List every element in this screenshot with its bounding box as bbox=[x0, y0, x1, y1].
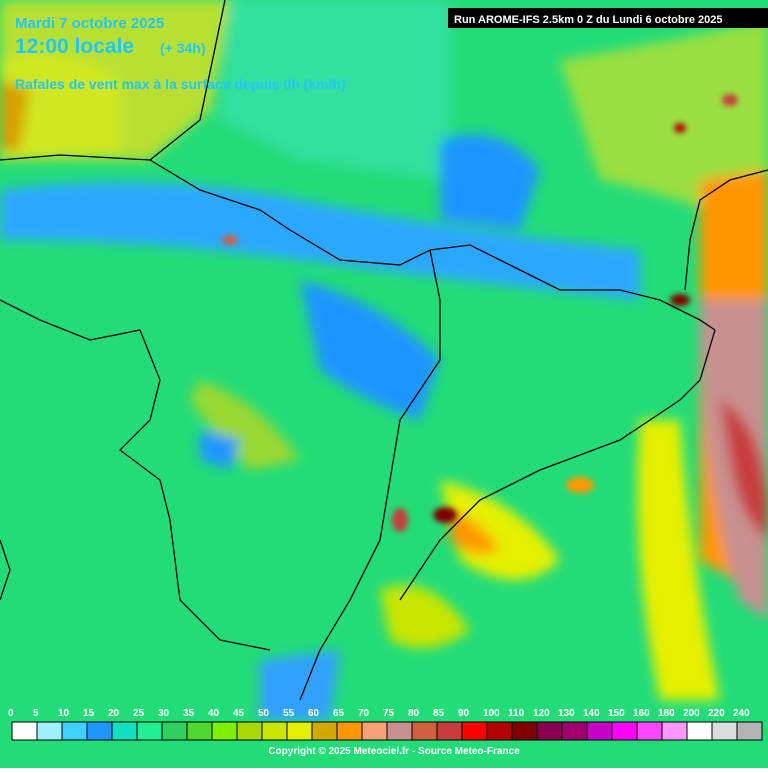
legend-swatch bbox=[61, 721, 88, 741]
legend-swatch bbox=[211, 721, 238, 741]
legend-swatch bbox=[636, 721, 663, 741]
legend-swatch bbox=[411, 721, 438, 741]
legend-swatch bbox=[736, 721, 763, 741]
legend-label: 15 bbox=[83, 708, 95, 719]
legend-swatch bbox=[286, 721, 313, 741]
legend-label: 20 bbox=[108, 708, 120, 719]
legend-label: 30 bbox=[158, 708, 170, 719]
legend-swatch bbox=[436, 721, 463, 741]
legend-label: 10 bbox=[58, 708, 70, 719]
legend-swatch bbox=[586, 721, 613, 741]
legend-swatch bbox=[461, 721, 488, 741]
legend-swatch bbox=[336, 721, 363, 741]
legend-label: 160 bbox=[633, 708, 650, 719]
map-title: Rafales de vent max à la surface depuis … bbox=[15, 76, 346, 92]
run-info: Run AROME-IFS 2.5km 0 Z du Lundi 6 octob… bbox=[454, 14, 723, 26]
forecast-time: 12:00 locale bbox=[15, 35, 134, 58]
legend-label: 240 bbox=[733, 708, 750, 719]
legend-label: 140 bbox=[583, 708, 600, 719]
legend-label: 25 bbox=[133, 708, 145, 719]
legend-swatch bbox=[236, 721, 263, 741]
run-banner bbox=[448, 8, 768, 28]
legend-label: 100 bbox=[483, 708, 500, 719]
legend-swatch bbox=[711, 721, 738, 741]
legend-swatch bbox=[11, 721, 38, 741]
legend-swatch bbox=[161, 721, 188, 741]
borders bbox=[0, 0, 768, 701]
legend-swatch bbox=[511, 721, 538, 741]
legend-swatch bbox=[686, 721, 713, 741]
copyright: Copyright © 2025 Meteociel.fr - Source M… bbox=[268, 746, 520, 757]
legend-label: 220 bbox=[708, 708, 725, 719]
legend-label: 110 bbox=[508, 708, 525, 719]
legend-swatch bbox=[661, 721, 688, 741]
wind-field bbox=[0, 0, 768, 720]
legend-label: 60 bbox=[308, 708, 320, 719]
legend-swatch bbox=[311, 721, 338, 741]
legend-label: 90 bbox=[458, 708, 470, 719]
legend-swatch bbox=[361, 721, 388, 741]
legend-label: 35 bbox=[183, 708, 195, 719]
forecast-date: Mardi 7 octobre 2025 bbox=[15, 15, 164, 32]
legend-label: 85 bbox=[433, 708, 445, 719]
legend-swatch bbox=[536, 721, 563, 741]
legend-label: 120 bbox=[533, 708, 550, 719]
legend-label: 0 bbox=[8, 708, 14, 719]
legend-swatch bbox=[261, 721, 288, 741]
legend-swatch bbox=[611, 721, 638, 741]
legend-label: 50 bbox=[258, 708, 270, 719]
legend-label: 200 bbox=[683, 708, 700, 719]
legend-swatch bbox=[136, 721, 163, 741]
legend: 0 5 10 15 20 25 30 35 40 45 50 55 60 65 70 75 80 85 90 100 1… bbox=[8, 708, 763, 741]
forecast-lead: (+ 34h) bbox=[160, 40, 206, 56]
legend-swatch bbox=[561, 721, 588, 741]
legend-label: 130 bbox=[558, 708, 575, 719]
legend-swatch bbox=[486, 721, 513, 741]
legend-label: 80 bbox=[408, 708, 420, 719]
legend-swatch bbox=[111, 721, 138, 741]
legend-swatch bbox=[86, 721, 113, 741]
legend-label: 65 bbox=[333, 708, 345, 719]
legend-label: 55 bbox=[283, 708, 295, 719]
legend-label: 180 bbox=[658, 708, 675, 719]
legend-label: 5 bbox=[33, 708, 39, 719]
legend-swatch bbox=[36, 721, 63, 741]
legend-label: 45 bbox=[233, 708, 245, 719]
legend-label: 40 bbox=[208, 708, 220, 719]
legend-swatch bbox=[386, 721, 413, 741]
legend-label: 150 bbox=[608, 708, 625, 719]
legend-label: 70 bbox=[358, 708, 370, 719]
gust-peaks bbox=[222, 94, 738, 532]
legend-label: 75 bbox=[383, 708, 395, 719]
legend-swatch bbox=[186, 721, 213, 741]
